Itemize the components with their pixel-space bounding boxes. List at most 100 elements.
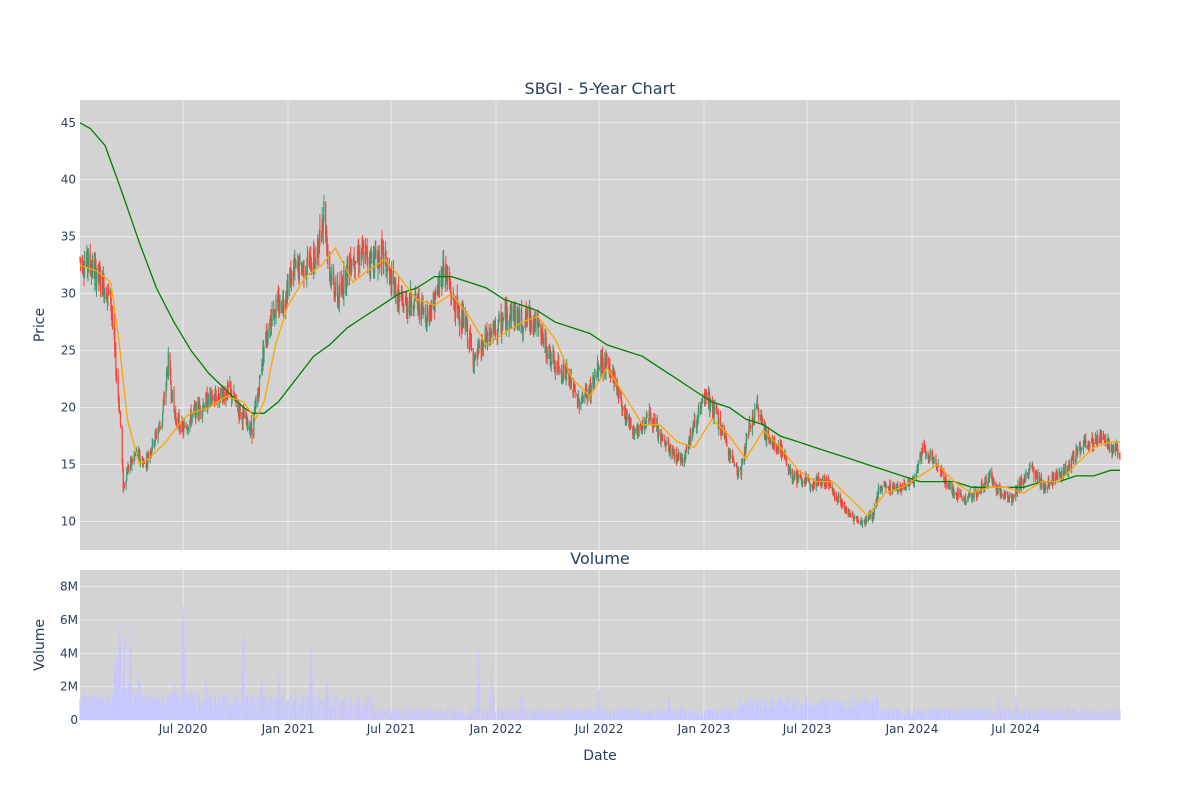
volume-bar bbox=[705, 709, 707, 720]
candle-body bbox=[170, 368, 172, 385]
candle-body bbox=[788, 469, 791, 471]
volume-bar bbox=[706, 713, 708, 720]
candle-body bbox=[662, 436, 664, 438]
candle-body bbox=[1076, 449, 1078, 457]
volume-bar bbox=[762, 709, 764, 720]
candle-body bbox=[1058, 472, 1061, 477]
candle-body bbox=[173, 390, 175, 413]
candle-body bbox=[350, 256, 352, 272]
volume-bar bbox=[613, 710, 616, 720]
candle-body bbox=[162, 405, 164, 414]
volume-bar bbox=[618, 710, 620, 720]
candle-body bbox=[706, 392, 708, 400]
candle-body bbox=[852, 518, 854, 520]
candle-body bbox=[860, 520, 862, 524]
candle-body bbox=[574, 388, 576, 390]
volume-bar bbox=[1057, 711, 1059, 720]
candle-body bbox=[700, 407, 702, 409]
candle-body bbox=[925, 453, 927, 456]
candle-body bbox=[650, 416, 652, 423]
candle-body bbox=[350, 266, 352, 275]
candle-body bbox=[1088, 447, 1090, 449]
candle-body bbox=[334, 292, 336, 299]
candle-body bbox=[733, 459, 735, 461]
volume-bar bbox=[95, 697, 98, 720]
candle-body bbox=[721, 427, 723, 434]
candle-body bbox=[1103, 435, 1105, 439]
candle-body bbox=[558, 366, 560, 369]
candle-body bbox=[167, 352, 169, 378]
candle-body bbox=[185, 424, 187, 427]
volume-bar bbox=[997, 697, 999, 720]
candle-body bbox=[257, 392, 259, 403]
candle-body bbox=[1047, 488, 1049, 489]
candle-body bbox=[549, 346, 551, 364]
candle-body bbox=[125, 480, 127, 486]
candle-body bbox=[737, 471, 739, 479]
candle-body bbox=[325, 202, 327, 236]
candle-body bbox=[530, 313, 532, 327]
candle-body bbox=[318, 255, 320, 257]
candle-body bbox=[885, 487, 887, 489]
volume-bar bbox=[516, 709, 518, 720]
candle-body bbox=[1060, 475, 1062, 478]
candle-body bbox=[122, 469, 124, 491]
candle-body bbox=[285, 299, 287, 309]
candle-body bbox=[1073, 452, 1075, 461]
candle-body bbox=[303, 260, 305, 277]
candle-body bbox=[309, 252, 311, 254]
candle-body bbox=[258, 391, 260, 395]
x-tick-label: Jul 2020 bbox=[158, 722, 208, 736]
candle-body bbox=[382, 241, 384, 263]
candle-body bbox=[449, 283, 451, 288]
candle-body bbox=[470, 339, 472, 342]
volume-bar bbox=[478, 682, 481, 720]
candle-body bbox=[1036, 472, 1038, 479]
candle-body bbox=[358, 263, 360, 265]
volume-bar bbox=[1000, 709, 1003, 720]
candle-body bbox=[933, 458, 935, 460]
candle-body bbox=[693, 422, 695, 427]
candle-body bbox=[905, 485, 907, 489]
candle-body bbox=[295, 261, 297, 265]
candle-body bbox=[751, 416, 754, 430]
volume-bar bbox=[565, 708, 567, 720]
candle-body bbox=[389, 271, 392, 274]
volume-bar bbox=[841, 700, 844, 720]
volume-bar bbox=[558, 710, 560, 720]
candle-body bbox=[434, 301, 436, 312]
volume-bar bbox=[446, 707, 449, 720]
candle-body bbox=[696, 420, 698, 428]
candle-body bbox=[937, 465, 939, 468]
candle-body bbox=[331, 273, 333, 282]
candle-body bbox=[197, 402, 199, 413]
volume-bar bbox=[610, 714, 612, 720]
candle-body bbox=[925, 449, 927, 455]
candle-body bbox=[544, 336, 546, 345]
volume-bar bbox=[646, 712, 648, 720]
volume-bar bbox=[556, 709, 559, 720]
volume-bar bbox=[139, 693, 142, 720]
candle-body bbox=[746, 436, 748, 440]
volume-bar bbox=[702, 712, 704, 720]
volume-bar bbox=[493, 695, 495, 720]
volume-bar bbox=[1021, 713, 1023, 720]
volume-bar bbox=[981, 707, 983, 720]
candle-body bbox=[570, 375, 572, 389]
candle-body bbox=[151, 438, 153, 450]
candle-body bbox=[94, 264, 96, 280]
candle-body bbox=[247, 426, 249, 430]
candle-body bbox=[726, 440, 728, 446]
candle-body bbox=[697, 411, 699, 420]
price-plot-area[interactable] bbox=[80, 100, 1120, 550]
candle-body bbox=[159, 425, 161, 427]
candle-body bbox=[709, 402, 711, 412]
volume-bar bbox=[921, 712, 923, 720]
volume-bar bbox=[941, 710, 943, 720]
volume-bar bbox=[801, 705, 804, 720]
candle-body bbox=[725, 434, 727, 440]
candle-body bbox=[779, 444, 781, 447]
candle-body bbox=[1007, 491, 1009, 499]
volume-bar bbox=[271, 697, 273, 720]
volume-bar bbox=[985, 712, 987, 720]
